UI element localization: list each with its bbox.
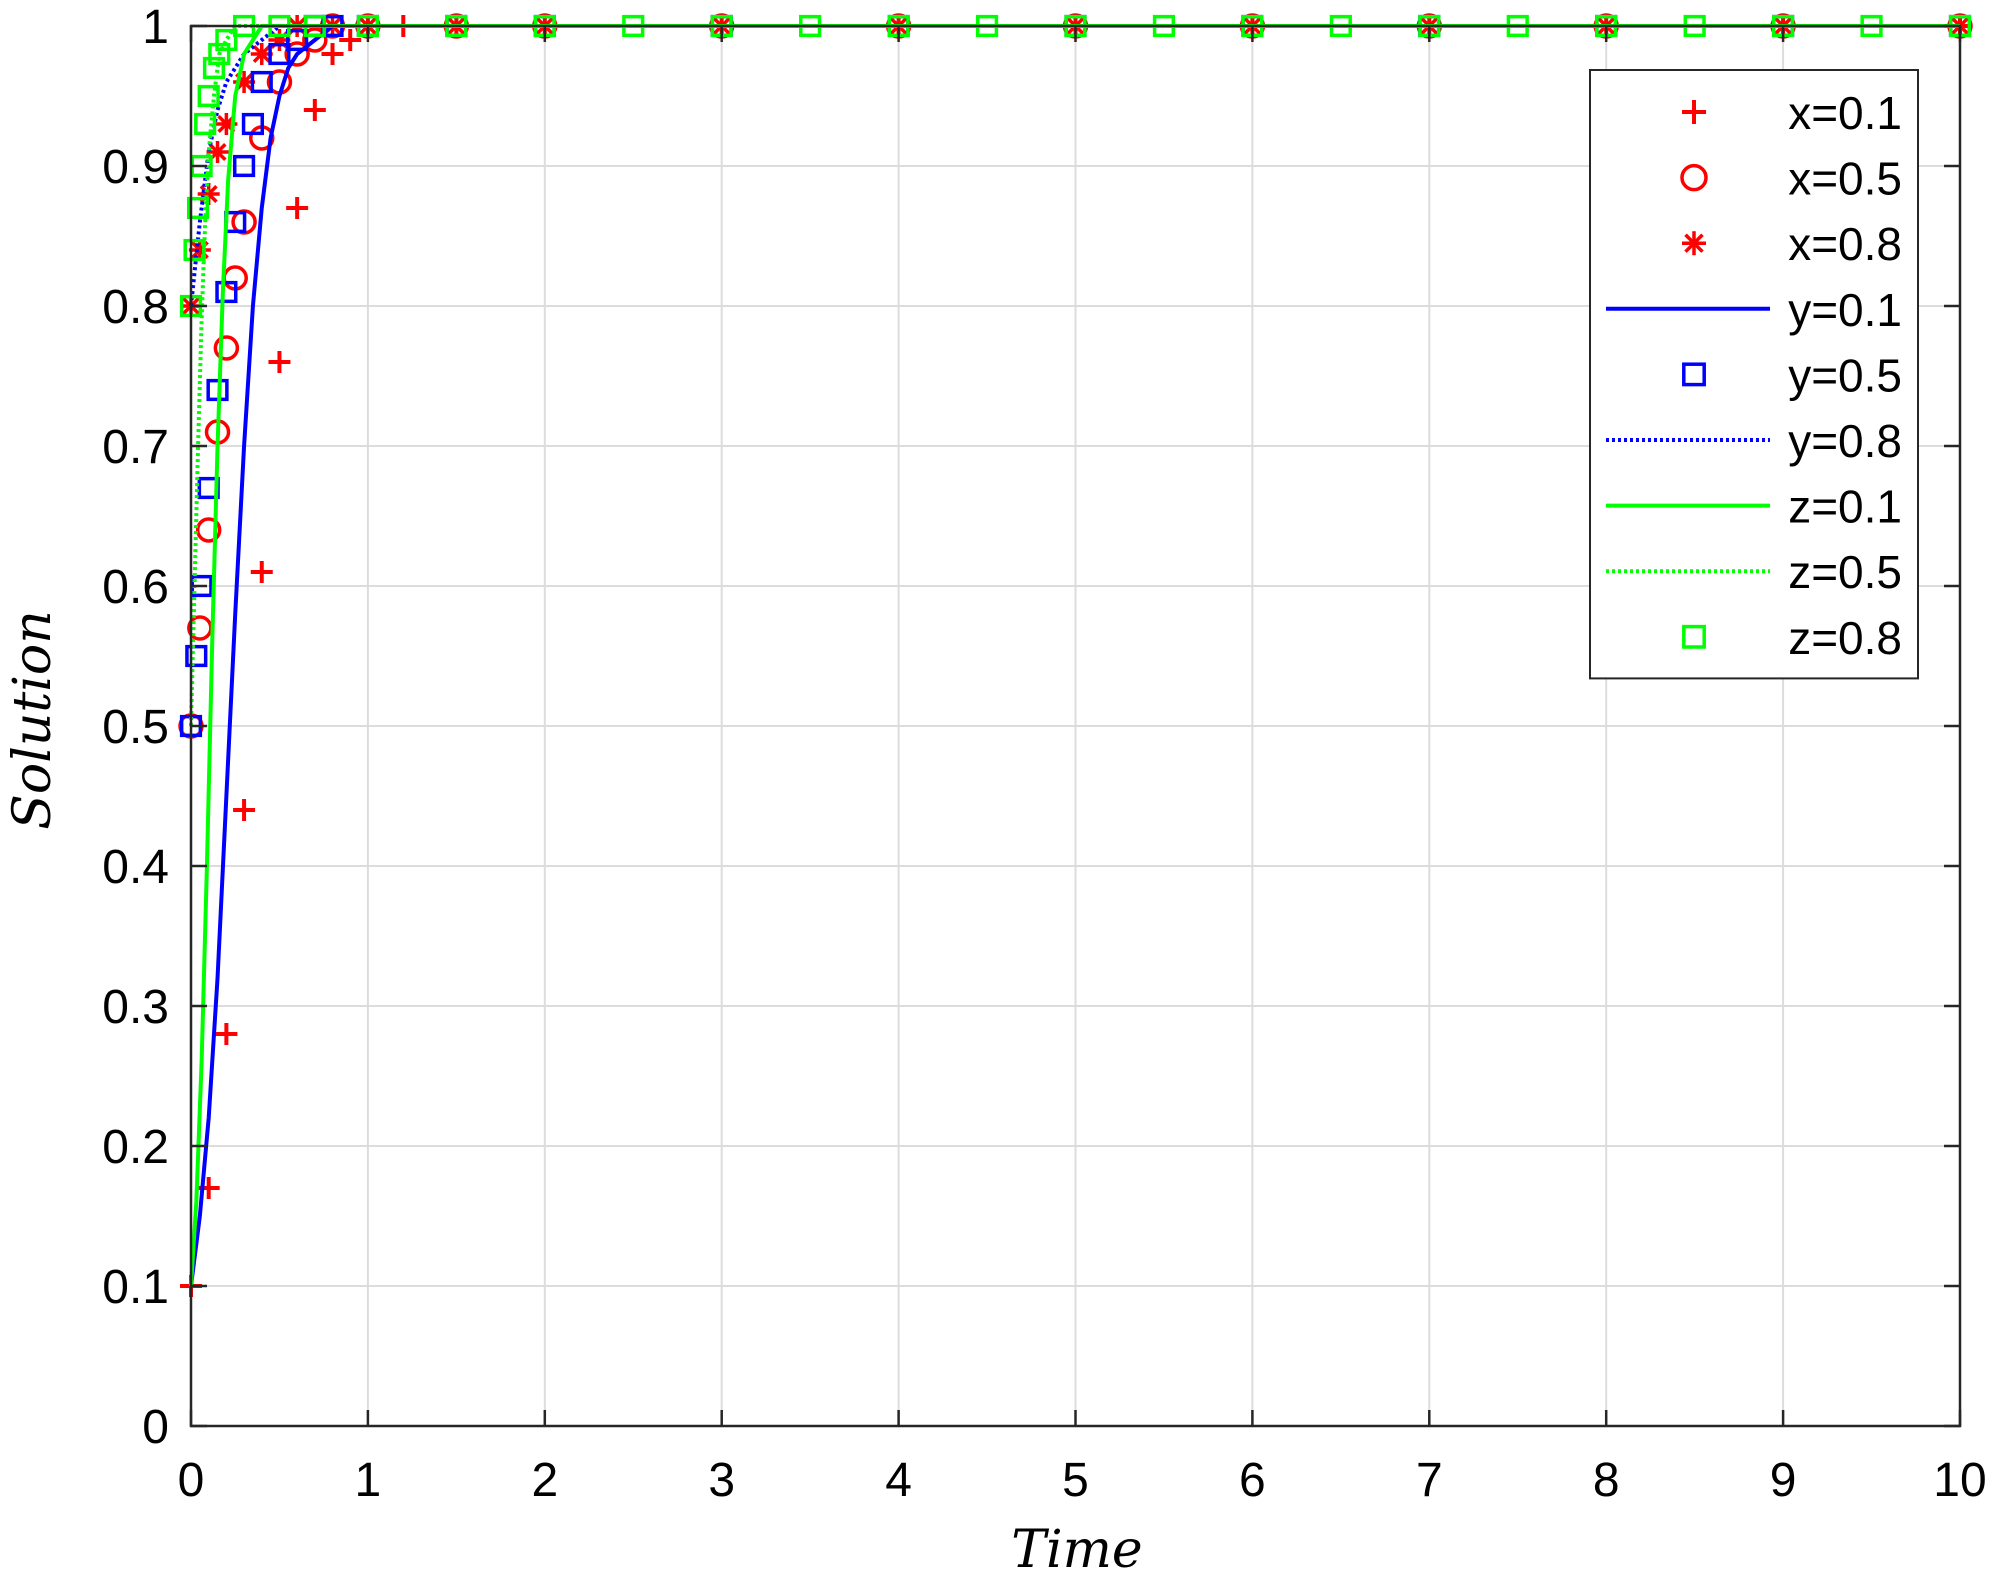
data-point [215,280,238,304]
data-point [186,196,210,220]
legend-item: y=0.5 [1682,349,1902,401]
data-point [215,1023,238,1045]
x-tick-label: 10 [1933,1454,1986,1507]
legend-box [1589,69,1919,680]
data-point [241,112,265,136]
legend-label: z=0.1 [1788,481,1902,533]
x-tick-label: 3 [708,1454,735,1507]
series-line [189,24,1960,1287]
data-point [303,99,326,121]
legend-label: y=0.5 [1788,349,1902,401]
data-point [185,644,208,668]
x-tick-label: 1 [355,1454,382,1507]
y-tick-label: 0.9 [102,141,169,194]
x-tick-label: 8 [1593,1454,1620,1507]
x-tick-label: 9 [1770,1454,1797,1507]
x-tick-label: 6 [1239,1454,1266,1507]
y-tick-label: 0.7 [102,421,169,474]
legend-marker [1680,163,1708,192]
legend-label: y=0.1 [1788,284,1902,336]
x-axis-label: Time [1011,1520,1142,1580]
data-point [321,43,344,65]
x-tick-label: 0 [178,1454,205,1507]
data-point [232,154,256,178]
data-point [302,27,328,53]
data-point [194,112,217,136]
data-point [202,56,226,80]
legend-item: y=0.8 [1606,415,1902,467]
legend-marker [1682,231,1706,256]
legend-marker [1682,100,1706,124]
tick-layer: 0 1 2 3 4 5 6 7 8 9 10 0 0.1 0.2 0.3 0.4 0.5 0.6 0.7 0.8 0.9… [102,1,1986,1507]
data-point [208,42,231,66]
data-point [268,351,291,373]
x-tick-label: 2 [531,1454,558,1507]
legend-label: y=0.8 [1788,415,1902,467]
legend-item: x=0.8 [1682,218,1902,270]
legend-label: x=0.5 [1788,153,1902,205]
data-point [284,41,310,67]
legend-item: y=0.1 [1606,284,1902,336]
y-tick-label: 1 [142,1,169,54]
x-tick-label: 5 [1062,1454,1089,1507]
x-tick-label: 4 [885,1454,912,1507]
data-point [268,42,291,66]
legend-label: z=0.5 [1788,546,1902,598]
y-axis-label: Solution [3,610,63,829]
y-tick-label: 0.6 [102,561,169,614]
legend-item: x=0.1 [1682,87,1902,139]
y-tick-label: 0 [142,1401,169,1454]
y-tick-label: 0.1 [102,1261,169,1314]
legend-item: z=0.5 [1606,546,1902,598]
legend-item: z=0.8 [1682,612,1902,664]
data-point [286,197,309,219]
data-point [183,238,206,262]
y-tick-label: 0.8 [102,281,169,334]
data-point [286,28,309,52]
y-tick-label: 0.5 [102,701,169,754]
data-point [215,28,238,52]
legend: x=0.1 x=0.5 x=0.8 y=0.1 y=0.5 y=0.8 z=0.1 z=0.5… [1589,69,1919,680]
y-tick-label: 0.4 [102,841,169,894]
x-tick-label: 7 [1416,1454,1443,1507]
legend-marker [1682,624,1706,649]
legend-label: z=0.8 [1788,612,1902,664]
data-point-spoke [252,44,271,64]
data-point [197,84,220,108]
data-point [213,335,240,361]
legend-item: z=0.1 [1606,481,1902,533]
data-point [195,517,222,543]
data-point [250,561,273,583]
data-point [339,29,362,51]
y-tick-label: 0.2 [102,1121,169,1174]
data-point [233,799,256,821]
legend-item: x=0.5 [1680,153,1902,205]
y-tick-label: 0.3 [102,981,169,1034]
series-z=0.1 [189,24,1960,1287]
legend-label: x=0.8 [1788,218,1902,270]
data-point [250,70,273,94]
legend-marker-spoke [1684,233,1704,253]
grid-layer [191,26,1960,1426]
legend-marker [1682,362,1706,387]
legend-label: x=0.1 [1788,87,1902,139]
